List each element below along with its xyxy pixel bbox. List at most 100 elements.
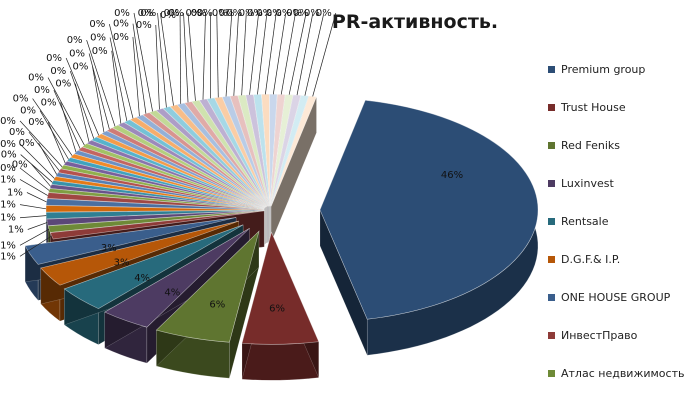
data-label-5: 3% [114,258,130,269]
slice-0 [319,99,539,356]
data-label-55: 0% [276,8,292,19]
data-label-22: 0% [20,106,36,117]
data-label-6: 3% [101,243,117,254]
chart-title: PR-активность. [332,11,498,33]
legend-swatch-7 [548,332,555,339]
leader-line-56 [288,12,307,95]
data-label-19: 0% [9,127,25,138]
leader-line-31 [88,53,110,130]
slice-59 [270,95,317,243]
leader-line-25 [53,90,81,149]
leader-line-23 [32,98,73,156]
leader-line-49 [233,12,239,96]
data-label-30: 0% [73,61,89,72]
leader-line-43 [183,12,189,103]
data-label-31: 0% [69,48,85,59]
leader-line-19 [28,131,60,171]
data-label-56: 0% [286,8,302,19]
data-label-40: 0% [138,8,154,19]
legend-label-5: D.G.F.& I.P. [561,253,620,266]
leader-line-57 [296,12,314,96]
legend-swatch-0 [548,66,555,73]
data-label-35: 0% [89,19,105,30]
legend-label-8: Атлас недвижимость [561,367,684,380]
data-label-41: 0% [140,8,156,19]
legend: Premium group Trust House Red Feniks Luxinv… [548,63,684,380]
data-label-27: 0% [55,79,71,90]
data-label-39: 0% [136,20,152,31]
data-label-4: 4% [134,273,150,284]
leader-line-29 [65,57,100,136]
leader-line-30 [92,66,105,133]
leader-line-28 [69,70,95,139]
leader-line-53 [265,12,277,95]
data-label-12: 1% [7,188,23,199]
leader-line-59 [312,12,337,97]
legend-swatch-4 [548,218,555,225]
data-label-34: 0% [90,33,106,44]
data-label-44: 0% [168,8,184,19]
leader-line-45 [202,12,206,100]
legend-label-2: Red Feniks [561,139,620,152]
leader-line-12 [26,192,47,203]
data-label-3: 4% [164,287,180,298]
data-label-42: 0% [160,10,176,21]
leader-line-38 [133,12,153,112]
leader-line-35 [109,24,134,119]
leader-line-37 [132,23,147,114]
leader-line-33 [111,50,122,124]
data-label-7: 1% [0,251,16,262]
legend-swatch-5 [548,256,555,263]
leader-line-44 [187,12,196,101]
leader-line-13 [19,179,48,196]
leader-line-58 [304,12,325,96]
legend-swatch-3 [548,180,555,187]
data-label-26: 0% [28,73,44,84]
data-label-17: 0% [0,139,16,150]
leader-line-54 [272,12,287,95]
data-label-50: 0% [226,8,242,19]
data-label-46: 0% [191,8,207,19]
data-label-33: 0% [92,46,108,57]
data-labels: 46%6%6%4%4%3%3%1%1%1%1%1%1%1%0%0%0%0% 0%0… [0,8,463,315]
data-label-8: 1% [0,240,16,251]
data-label-38: 0% [114,8,130,19]
legend-label-4: Rentsale [561,215,609,228]
leader-line-26 [47,77,85,146]
leader-line-51 [249,12,259,95]
legend-swatch-6 [548,294,555,301]
data-label-18: 0% [19,138,35,149]
data-label-28: 0% [50,66,66,77]
leader-line-11 [19,204,47,210]
leader-line-40 [157,12,167,108]
data-label-37: 0% [113,19,129,30]
legend-swatch-1 [548,104,555,111]
leader-line-47 [216,12,219,98]
legend-label-3: Luxinvest [561,177,614,190]
data-label-45: 0% [186,8,202,19]
data-label-15: 0% [12,159,28,170]
data-label-25: 0% [34,85,50,96]
data-label-53: 0% [256,8,272,19]
leader-line-17 [19,143,55,179]
leader-line-41 [159,12,174,106]
leader-line-15 [31,164,51,187]
legend-swatch-2 [548,142,555,149]
leader-line-22 [39,110,69,160]
data-label-43: 0% [164,8,180,19]
slice-2 [155,230,260,379]
data-label-24: 0% [41,97,57,108]
data-label-1: 6% [269,304,285,315]
leader-line-52 [257,12,268,95]
leader-line-20 [19,120,63,168]
leader-line-10 [19,215,47,219]
leader-line-48 [225,12,233,97]
data-label-49: 0% [219,8,235,19]
data-label-13: 1% [0,174,16,185]
data-label-58: 0% [304,8,320,19]
leader-line-32 [86,39,116,127]
data-label-14: 0% [0,163,16,174]
slice-1 [241,231,320,381]
leader-line-36 [132,36,140,117]
